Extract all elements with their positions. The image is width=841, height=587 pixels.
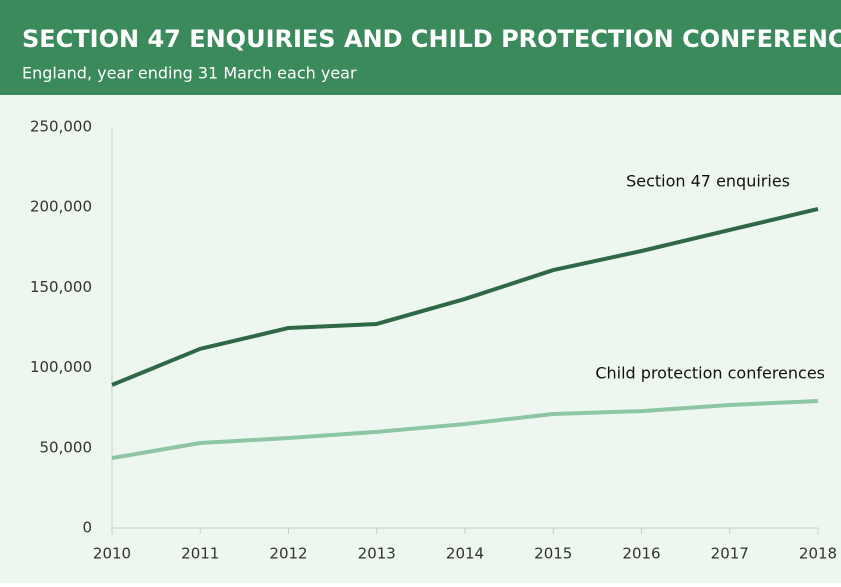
y-tick-label: 200,000 [30,198,92,216]
x-tick-label: 2016 [622,545,660,563]
series-line [111,398,819,461]
x-tick-label: 2013 [358,545,396,563]
series-label: Child protection conferences [595,363,825,382]
x-tick-label: 2018 [799,545,837,563]
header [0,0,841,95]
x-tick-label: 2011 [181,545,219,563]
y-tick-label: 0 [82,519,92,537]
x-tick-label: 2012 [269,545,307,563]
x-tick-label: 2017 [711,545,749,563]
x-tick-label: 2015 [534,545,572,563]
x-tick-label: 2010 [93,545,131,563]
chart-subtitle: England, year ending 31 March each year [22,64,357,83]
chart-title: SECTION 47 ENQUIRIES AND CHILD PROTECTIO… [22,25,841,53]
y-tick-label: 250,000 [30,118,92,136]
series-line [111,207,819,387]
y-tick-label: 50,000 [40,438,93,456]
series-label: Section 47 enquiries [626,171,790,190]
y-tick-label: 100,000 [30,358,92,376]
y-tick-label: 150,000 [30,278,92,296]
x-tick-label: 2014 [446,545,484,563]
